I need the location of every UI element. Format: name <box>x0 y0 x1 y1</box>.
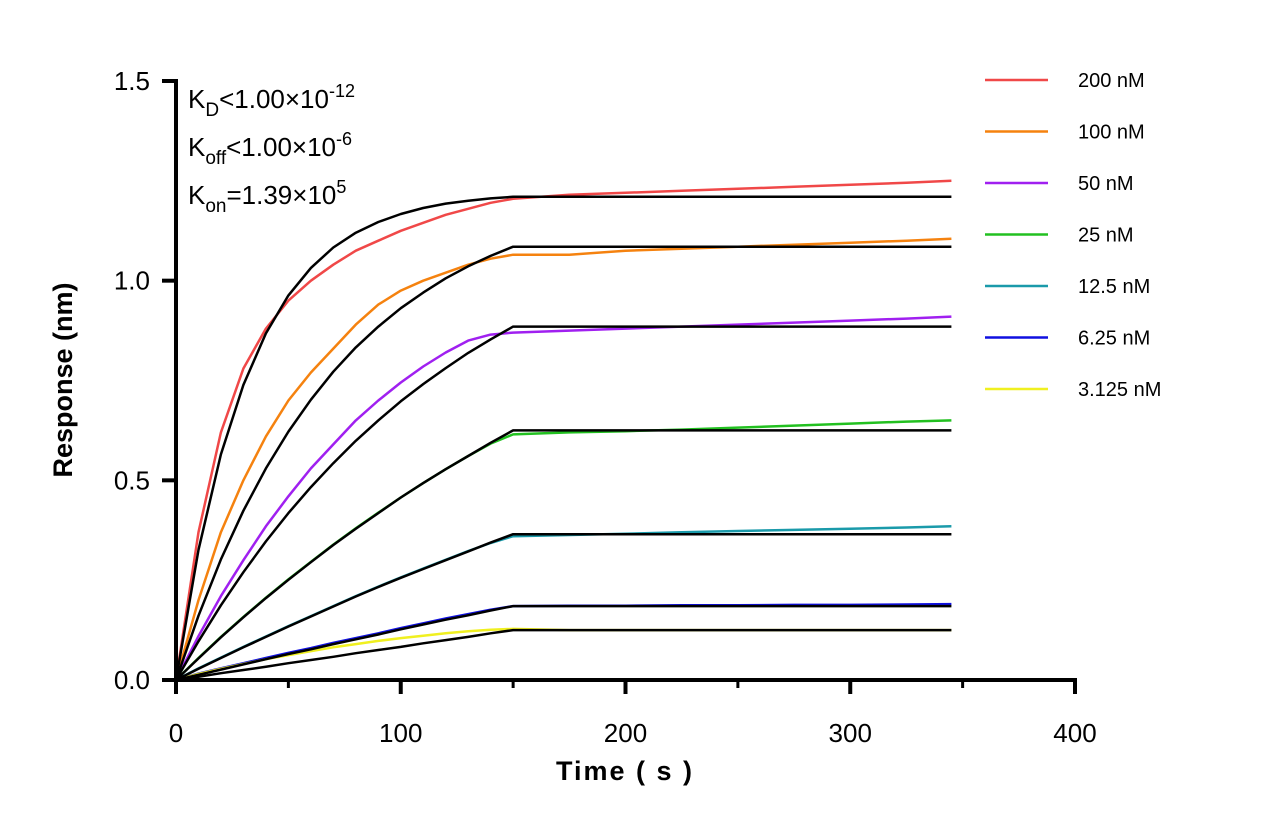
y-tick-label: 1.0 <box>114 266 150 296</box>
fit-line-12-5-nM <box>175 532 952 682</box>
legend-item: 100 nM <box>985 122 1145 144</box>
legend-label: 12.5 nM <box>1078 276 1150 298</box>
fit-line-200-nM <box>174 195 952 681</box>
legend-label: 25 nM <box>1078 225 1134 247</box>
kinetic-constant: Koff<1.00×10-6 <box>188 129 352 169</box>
kinetic-constants: KD<1.00×10-12 Koff<1.00×10-6 Kon=1.39×105 <box>188 81 355 217</box>
fit-line-6-25-nM <box>175 604 952 682</box>
legend: 200 nM 100 nM 50 nM 25 nM 12.5 nM 6.25 nM 3.12… <box>985 70 1161 401</box>
y-tick-label: 1.5 <box>114 66 150 96</box>
fit-line-25-nM <box>175 429 952 681</box>
y-tick-label: 0.5 <box>114 465 150 495</box>
fit-line-50-nM <box>174 325 952 681</box>
x-axis-label: Time ( s ) <box>556 756 694 786</box>
x-tick-label: 400 <box>1053 718 1096 748</box>
legend-label: 6.25 nM <box>1078 328 1150 350</box>
legend-label: 100 nM <box>1078 122 1145 144</box>
x-tick-label: 0 <box>169 718 183 748</box>
legend-item: 6.25 nM <box>985 328 1150 350</box>
kinetic-constant: KD<1.00×10-12 <box>188 81 355 121</box>
legend-label: 3.125 nM <box>1078 379 1161 401</box>
fit-line-100-nM <box>174 245 952 681</box>
legend-label: 50 nM <box>1078 173 1134 195</box>
x-tick-label: 200 <box>604 718 647 748</box>
series-line-6-25-nM <box>175 602 952 682</box>
series-line-50-nM <box>174 315 952 681</box>
series-line-200-nM <box>174 179 952 681</box>
series-line-12-5-nM <box>175 525 952 682</box>
legend-item: 200 nM <box>985 70 1145 92</box>
x-tick-label: 300 <box>829 718 872 748</box>
legend-item: 12.5 nM <box>985 276 1150 298</box>
series-line-100-nM <box>174 237 952 681</box>
y-axis-label: Response (nm) <box>48 282 78 477</box>
legend-item: 25 nM <box>985 225 1134 247</box>
axis-ticks: 0 100 200 300 400 0.0 0.5 1.0 1.5 <box>114 66 1097 748</box>
plot-area <box>174 179 952 682</box>
x-tick-label: 100 <box>379 718 422 748</box>
legend-label: 200 nM <box>1078 70 1145 92</box>
legend-item: 50 nM <box>985 173 1134 195</box>
legend-item: 3.125 nM <box>985 379 1161 401</box>
y-tick-label: 0.0 <box>114 665 150 695</box>
kinetic-constant: Kon=1.39×105 <box>188 177 346 217</box>
fit-line-3-125-nM <box>175 628 952 682</box>
series-line-25-nM <box>175 419 952 681</box>
